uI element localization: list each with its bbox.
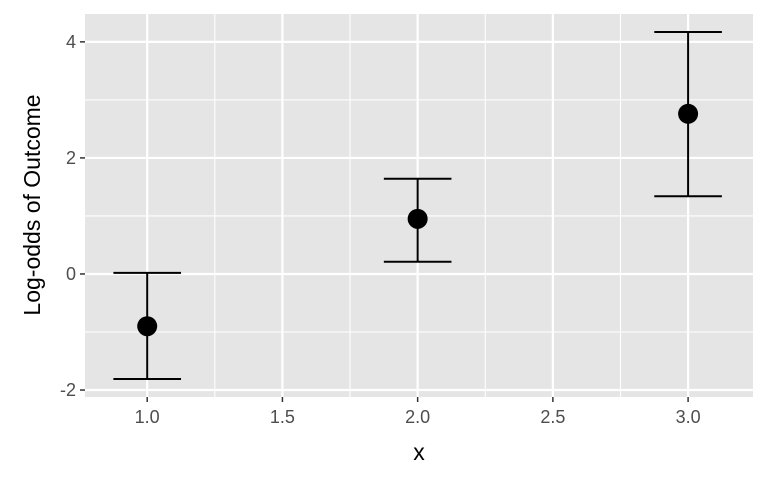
marks	[113, 30, 722, 381]
x-tick-label: 1.0	[135, 407, 160, 427]
data-point	[137, 316, 158, 337]
x-tick-label: 3.0	[676, 407, 701, 427]
axes: 1.0 1.5 2.0 2.5 3.0 -2 0 2 4	[60, 32, 701, 427]
data-point	[407, 208, 428, 229]
y-tick-label: 4	[66, 32, 76, 52]
y-tick-label: 0	[66, 264, 76, 284]
y-axis-label: Log-odds of Outcome	[19, 94, 45, 315]
x-tick-label: 2.0	[405, 407, 430, 427]
y-tick-label: 2	[66, 148, 76, 168]
x-tick-label: 1.5	[270, 407, 295, 427]
x-axis-label: x	[413, 439, 425, 465]
x-tick-label: 2.5	[540, 407, 565, 427]
data-point	[678, 103, 699, 124]
plot-panel	[85, 14, 753, 397]
y-tick-label: -2	[60, 380, 76, 400]
